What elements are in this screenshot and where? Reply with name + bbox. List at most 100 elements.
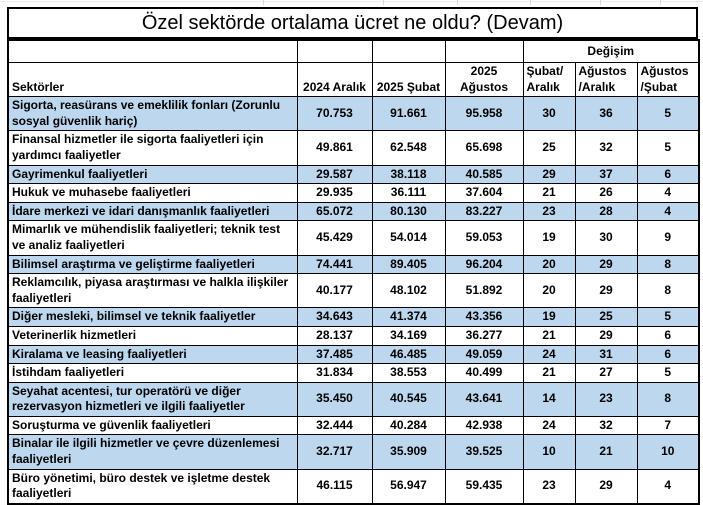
sector-cell: Sigorta, reasürans ve emeklilik fonları … [7,96,298,132]
value-cell: 34.643 [296,307,373,327]
value-cell: 46.485 [371,344,446,365]
change-group-header: Değişim [522,39,700,63]
change-column-header: Ağustos /Şubat [636,61,700,98]
value-cell: 70.753 [296,96,373,132]
value-cell: 45.429 [296,220,373,256]
table-row: Sigorta, reasürans ve emeklilik fonları … [7,96,700,132]
spreadsheet-gridline-tick [457,0,458,5]
table-row: Mimarlık ve mühendislik faaliyetleri; te… [7,220,700,256]
value-cell: 6 [636,164,700,185]
sector-cell: Finansal hizmetler ile sigorta faaliyetl… [7,130,298,166]
sector-cell: Bilimsel araştırma ve geliştirme faaliye… [7,254,298,275]
value-cell: 48.102 [371,273,446,309]
table-row: Reklamcılık, piyasa araştırması ve halkl… [7,273,700,309]
value-cell: 40.585 [444,164,524,185]
spreadsheet-gridline-tick [660,0,661,5]
table-row: Binalar ile ilgili hizmetler ve çevre dü… [7,434,700,470]
period-column-header: 2025 Ağustos [444,61,524,98]
value-cell: 32.717 [296,434,373,470]
value-cell: 10 [522,434,576,470]
sector-column-header: Sektörler [7,61,298,98]
value-cell: 29 [574,254,638,275]
value-cell: 74.441 [296,254,373,275]
value-cell: 96.204 [444,254,524,275]
sector-cell: Seyahat acentesi, tur operatörü ve diğer… [7,381,298,417]
value-cell: 43.641 [444,381,524,417]
value-cell: 14 [522,381,576,417]
sector-cell: İstihdam faaliyetleri [7,363,298,383]
sector-cell: Hukuk ve muhasebe faaliyetleri [7,183,298,203]
value-cell: 56.947 [371,468,446,505]
value-cell: 30 [522,96,576,132]
value-cell: 37.485 [296,344,373,365]
group-header-row: Değişim [7,39,700,63]
value-cell: 32 [574,130,638,166]
value-cell: 32 [574,415,638,436]
sector-cell: Diğer mesleki, bilimsel ve teknik faaliy… [7,307,298,327]
value-cell: 25 [522,130,576,166]
table-row: Büro yönetimi, büro destek ve işletme de… [7,468,700,505]
value-cell: 19 [522,307,576,327]
value-cell: 80.130 [371,201,446,222]
value-cell: 30 [574,220,638,256]
value-cell: 35.909 [371,434,446,470]
sector-cell: Veterinerlik hizmetleri [7,325,298,346]
value-cell: 31 [574,344,638,365]
change-column-header: Ağustos /Aralık [574,61,638,98]
value-cell: 8 [636,254,700,275]
value-cell: 51.892 [444,273,524,309]
value-cell: 37.604 [444,183,524,203]
value-cell: 42.938 [444,415,524,436]
empty-header-cell [296,39,373,63]
value-cell: 10 [636,434,700,470]
spreadsheet-gridline-tick [263,0,264,5]
change-column-header: Şubat/ Aralık [522,61,576,98]
sector-cell: Gayrimenkul faaliyetleri [7,164,298,185]
table-row: Seyahat acentesi, tur operatörü ve diğer… [7,381,700,417]
value-cell: 32.444 [296,415,373,436]
value-cell: 36.277 [444,325,524,346]
spreadsheet-gridline-tick [383,0,384,5]
table-row: Veterinerlik hizmetleri 28.137 34.169 36.27… [7,325,700,346]
value-cell: 21 [522,363,576,383]
value-cell: 29 [574,468,638,505]
sector-cell: Soruşturma ve güvenlik faaliyetleri [7,415,298,436]
value-cell: 29 [574,273,638,309]
value-cell: 24 [522,344,576,365]
column-header-row: Sektörler 2024 Aralık 2025 Şubat 2025 Ağ… [7,61,700,98]
value-cell: 20 [522,273,576,309]
wage-table: Değişim Sektörler 2024 Aralık 2025 Şubat… [7,39,701,505]
value-cell: 83.227 [444,201,524,222]
value-cell: 19 [522,220,576,256]
value-cell: 36.111 [371,183,446,203]
empty-header-cell [7,39,298,63]
table-row: İstihdam faaliyetleri 31.834 38.553 40.499 2… [7,363,700,383]
value-cell: 62.548 [371,130,446,166]
sector-cell: İdare merkezi ve idari danışmanlık faali… [7,201,298,222]
sector-cell: Mimarlık ve mühendislik faaliyetleri; te… [7,220,298,256]
spreadsheet-gridline [0,1,703,2]
value-cell: 40.284 [371,415,446,436]
value-cell: 26 [574,183,638,203]
spreadsheet-gridline-tick [600,0,601,5]
value-cell: 20 [522,254,576,275]
value-cell: 6 [636,325,700,346]
value-cell: 9 [636,220,700,256]
value-cell: 21 [574,434,638,470]
table-row: Diğer mesleki, bilimsel ve teknik faaliy… [7,307,700,327]
table-row: Hukuk ve muhasebe faaliyetleri 29.935 36.1… [7,183,700,203]
value-cell: 29 [522,164,576,185]
table-container: Özel sektörde ortalama ücret ne oldu? (D… [7,7,701,505]
value-cell: 29.587 [296,164,373,185]
value-cell: 49.861 [296,130,373,166]
value-cell: 4 [636,201,700,222]
value-cell: 29 [574,325,638,346]
value-cell: 40.545 [371,381,446,417]
value-cell: 91.661 [371,96,446,132]
value-cell: 65.072 [296,201,373,222]
table-body: Sigorta, reasürans ve emeklilik fonları … [7,96,700,505]
value-cell: 5 [636,363,700,383]
value-cell: 8 [636,273,700,309]
value-cell: 27 [574,363,638,383]
